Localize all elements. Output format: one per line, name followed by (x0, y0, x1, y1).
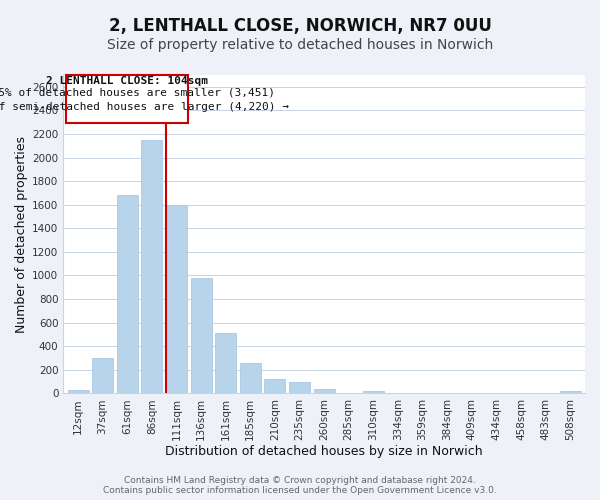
Bar (388, 393, 409, 394)
Bar (486, 393, 507, 394)
Text: ← 45% of detached houses are smaller (3,451): ← 45% of detached houses are smaller (3,… (0, 87, 275, 97)
Bar (412, 393, 433, 394)
Bar (535, 393, 556, 394)
Bar (191, 278, 212, 394)
Bar (166, 204, 187, 394)
Bar (215, 333, 236, 394)
X-axis label: Distribution of detached houses by size in Norwich: Distribution of detached houses by size … (166, 444, 483, 458)
Text: 2 LENTHALL CLOSE: 104sqm: 2 LENTHALL CLOSE: 104sqm (46, 76, 208, 86)
Bar (511, 393, 532, 394)
Bar (314, 389, 335, 394)
Text: Contains public sector information licensed under the Open Government Licence v3: Contains public sector information licen… (103, 486, 497, 495)
Text: 55% of semi-detached houses are larger (4,220) →: 55% of semi-detached houses are larger (… (0, 102, 289, 112)
FancyBboxPatch shape (66, 75, 188, 124)
Bar (437, 393, 458, 394)
Text: 2, LENTHALL CLOSE, NORWICH, NR7 0UU: 2, LENTHALL CLOSE, NORWICH, NR7 0UU (109, 18, 491, 36)
Text: Size of property relative to detached houses in Norwich: Size of property relative to detached ho… (107, 38, 493, 52)
Bar (338, 393, 359, 394)
Bar (461, 393, 482, 394)
Bar (117, 196, 138, 394)
Bar (142, 140, 163, 394)
Bar (68, 390, 89, 394)
Y-axis label: Number of detached properties: Number of detached properties (15, 136, 28, 332)
Bar (265, 378, 286, 394)
Bar (560, 391, 581, 394)
Bar (363, 391, 384, 394)
Bar (240, 364, 261, 394)
Bar (92, 358, 113, 394)
Text: Contains HM Land Registry data © Crown copyright and database right 2024.: Contains HM Land Registry data © Crown c… (124, 476, 476, 485)
Bar (289, 382, 310, 394)
